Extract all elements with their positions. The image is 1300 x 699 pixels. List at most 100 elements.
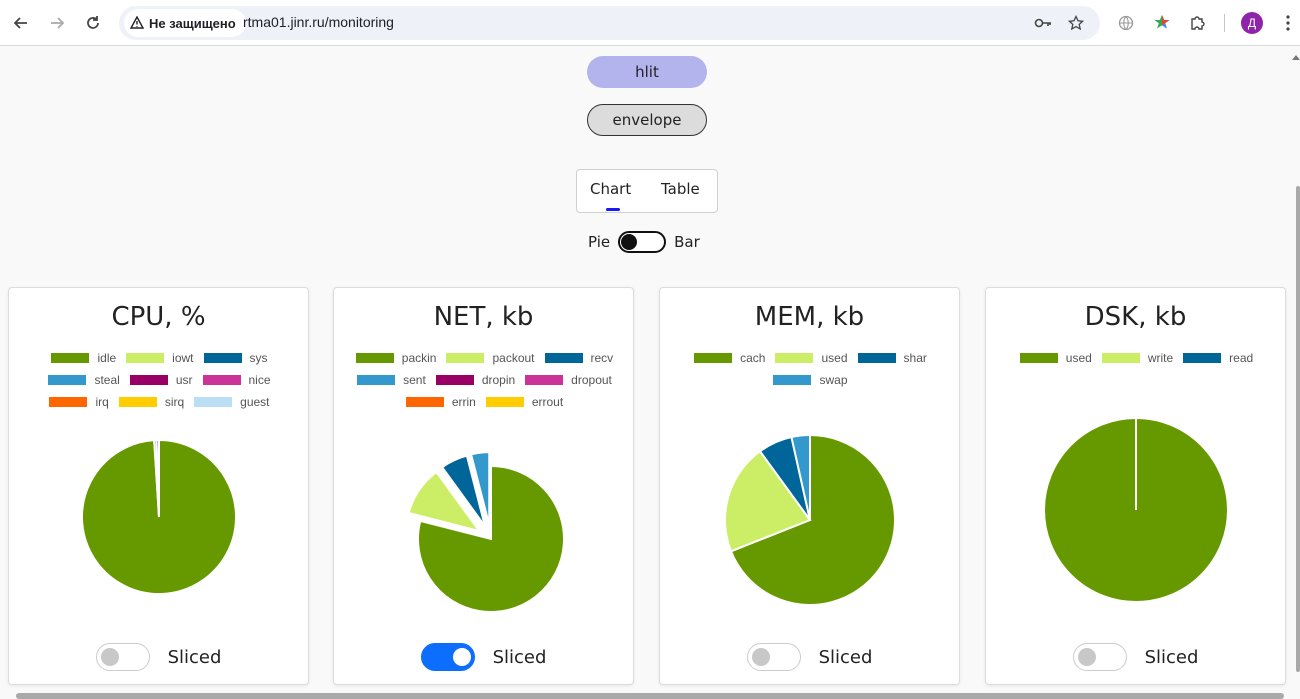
legend-label: dropout [571, 373, 612, 387]
toggle-knob [751, 648, 770, 666]
legend-item[interactable]: sys [203, 350, 268, 366]
tab-chart[interactable]: Chart [590, 180, 632, 198]
legend-item[interactable]: steal [48, 372, 120, 388]
legend-item[interactable]: iowt [126, 350, 194, 366]
chart-type-switch[interactable] [618, 231, 667, 253]
legend-swatch [355, 353, 394, 363]
legend-swatch [357, 375, 396, 385]
pie-slice-cach[interactable] [729, 433, 896, 606]
legend-label: sys [249, 351, 268, 365]
sliced-toggle[interactable] [1072, 643, 1127, 671]
pie-slice-usr[interactable] [155, 438, 160, 518]
legend-item[interactable]: read [1183, 350, 1253, 366]
legend-item[interactable]: used [775, 350, 848, 366]
legend-label: iowt [172, 351, 194, 365]
legend-item[interactable]: errin [405, 394, 476, 410]
address-bar[interactable]: Не защищено rtma01.jinr.ru/monitoring [119, 6, 1100, 40]
legend-swatch [118, 397, 157, 407]
dsk-sliced-row: Sliced [986, 643, 1285, 671]
legend-swatch [49, 397, 88, 407]
legend-item[interactable]: sent [357, 372, 426, 388]
sliced-label: Sliced [818, 646, 873, 668]
pie-label: Pie [588, 233, 611, 251]
legend-label: recv [590, 351, 614, 365]
forward-button[interactable] [44, 10, 70, 36]
legend-item[interactable]: nice [202, 372, 271, 388]
reload-icon [87, 16, 99, 29]
legend-swatch [1183, 353, 1222, 363]
legend-swatch [525, 375, 564, 385]
legend-swatch [405, 397, 444, 407]
extension-icon[interactable] [1150, 11, 1174, 35]
pie-slice-swap[interactable] [790, 433, 811, 521]
legend-swatch [446, 353, 485, 363]
legend-item[interactable]: idle [51, 350, 116, 366]
vertical-scrollbar[interactable] [1296, 186, 1300, 672]
reload-button[interactable] [80, 10, 106, 36]
star-icon[interactable] [1066, 13, 1086, 33]
monitoring-page: hlit envelope Chart Table Pie Bar CPU, %… [0, 47, 1300, 699]
mem-sliced-row: Sliced [660, 643, 959, 671]
legend-swatch [1019, 353, 1058, 363]
profile-avatar[interactable]: Д [1241, 12, 1263, 34]
pie-slice-recv[interactable] [440, 454, 487, 527]
legend-item[interactable]: swap [773, 372, 848, 388]
legend-item[interactable]: packout [446, 350, 535, 366]
back-button[interactable] [8, 10, 34, 36]
scroll-up-arrow[interactable] [1292, 55, 1300, 60]
net-pie-chart [407, 451, 565, 613]
legend-item[interactable]: packin [355, 350, 436, 366]
legend-item[interactable]: sirq [118, 394, 184, 410]
key-icon[interactable] [1033, 13, 1053, 33]
legend-item[interactable]: recv [544, 350, 614, 366]
net-legend: packin packout recv sent dropin dropout errin e… [350, 350, 619, 410]
mem-legend: cach used shar swap [676, 350, 945, 388]
cpu-pie-chart [81, 438, 237, 595]
net-sliced-row: Sliced [334, 643, 633, 671]
puzzle-icon[interactable] [1186, 11, 1210, 35]
legend-label: guest [240, 395, 270, 409]
legend-item[interactable]: irq [49, 394, 109, 410]
url-text[interactable]: rtma01.jinr.ru/monitoring [243, 14, 394, 30]
security-chip[interactable]: Не защищено [124, 9, 246, 37]
legend-item[interactable]: cach [694, 350, 765, 366]
legend-item[interactable]: guest [194, 394, 270, 410]
horizontal-scrollbar[interactable] [16, 693, 1284, 699]
sliced-toggle[interactable] [95, 643, 150, 671]
legend-swatch [203, 353, 242, 363]
sliced-toggle[interactable] [420, 643, 475, 671]
legend-label: shar [903, 351, 927, 365]
legend-item[interactable]: shar [857, 350, 927, 366]
pie-slice-used[interactable] [724, 449, 812, 553]
legend-swatch [857, 353, 896, 363]
legend-item[interactable]: dropout [525, 372, 612, 388]
legend-item[interactable]: write [1101, 350, 1173, 366]
pie-slice-sent[interactable] [469, 451, 491, 526]
globe-icon[interactable] [1114, 11, 1138, 35]
legend-swatch [1101, 353, 1140, 363]
dsk-legend: used write read [1002, 350, 1271, 366]
tab-table[interactable]: Table [661, 180, 700, 198]
legend-item[interactable]: dropin [435, 372, 515, 388]
switch-knob [621, 234, 638, 250]
dsk-card: DSK, kb used write read Sliced [985, 287, 1286, 685]
cpu-card: CPU, % idle iowt sys steal usr nice irq sirq gue… [8, 287, 309, 685]
chart-title: DSK, kb [1084, 302, 1187, 332]
sliced-label: Sliced [167, 646, 222, 668]
hlit-button[interactable]: hlit [587, 56, 707, 88]
legend-label: errin [451, 395, 476, 409]
menu-icon[interactable] [1276, 11, 1300, 35]
sliced-toggle[interactable] [746, 643, 801, 671]
envelope-button[interactable]: envelope [587, 104, 707, 136]
legend-item[interactable]: usr [129, 372, 193, 388]
legend-swatch [544, 353, 583, 363]
legend-item[interactable]: used [1019, 350, 1092, 366]
legend-label: idle [97, 351, 117, 365]
chart-title: CPU, % [111, 302, 206, 332]
legend-label: packout [492, 351, 535, 365]
pie-slice-packout[interactable] [407, 470, 482, 533]
legend-label: cach [740, 351, 766, 365]
legend-item[interactable]: errout [485, 394, 563, 410]
toggle-knob [452, 648, 471, 666]
pie-slice-packin[interactable] [417, 464, 565, 613]
